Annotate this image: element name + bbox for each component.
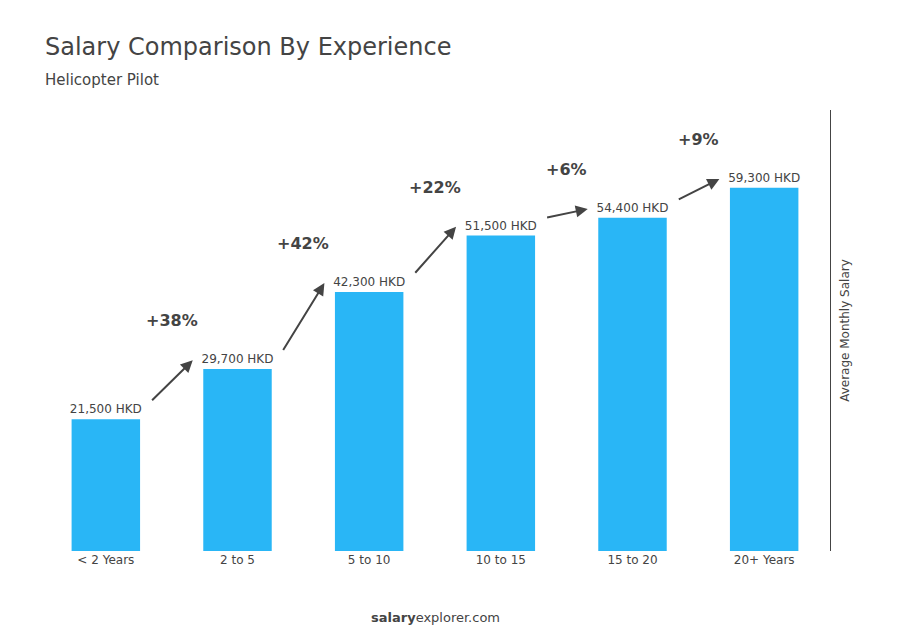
svg-text:20+ Years: 20+ Years [734, 553, 795, 567]
svg-text:+42%: +42% [277, 234, 329, 253]
svg-text:2 to 5: 2 to 5 [220, 553, 255, 567]
svg-text:51,500 HKD: 51,500 HKD [465, 219, 537, 233]
svg-text:15 to 20: 15 to 20 [607, 553, 657, 567]
svg-text:< 2 Years: < 2 Years [77, 553, 134, 567]
svg-text:21,500 HKD: 21,500 HKD [70, 402, 142, 416]
svg-text:+6%: +6% [546, 160, 587, 179]
svg-text:29,700 HKD: 29,700 HKD [202, 352, 274, 366]
svg-text:Average Monthly Salary: Average Monthly Salary [838, 259, 852, 402]
svg-text:54,400 HKD: 54,400 HKD [597, 201, 669, 215]
svg-text:salaryexplorer.com: salaryexplorer.com [371, 610, 500, 625]
svg-text:+22%: +22% [409, 178, 461, 197]
svg-text:Salary Comparison By Experienc: Salary Comparison By Experience [45, 33, 451, 61]
svg-text:Helicopter Pilot: Helicopter Pilot [45, 71, 159, 89]
svg-text:59,300 HKD: 59,300 HKD [728, 171, 800, 185]
svg-text:42,300 HKD: 42,300 HKD [333, 275, 405, 289]
svg-text:10 to 15: 10 to 15 [476, 553, 526, 567]
svg-text:+38%: +38% [146, 311, 198, 330]
svg-text:5 to 10: 5 to 10 [348, 553, 391, 567]
svg-text:+9%: +9% [678, 130, 719, 149]
